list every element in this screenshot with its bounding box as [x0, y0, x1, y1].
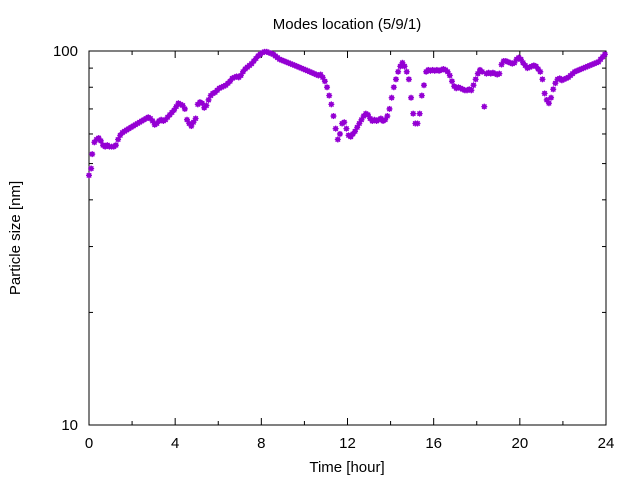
- data-point: [448, 78, 455, 85]
- data-point: [392, 76, 399, 83]
- x-tick-label: 4: [171, 435, 179, 452]
- data-point: [470, 82, 477, 89]
- data-point: [601, 51, 608, 58]
- data-point: [203, 102, 210, 109]
- data-point: [86, 172, 92, 179]
- chart-title: Modes location (5/9/1): [273, 16, 421, 33]
- data-point: [149, 117, 156, 124]
- data-point: [539, 76, 546, 83]
- data-point: [550, 86, 557, 93]
- data-point: [468, 87, 475, 94]
- data-point: [192, 115, 199, 122]
- y-tick-label: 100: [53, 43, 78, 60]
- data-point: [319, 74, 326, 81]
- x-tick-label: 0: [85, 435, 93, 452]
- data-point: [88, 165, 95, 172]
- data-point: [545, 100, 552, 107]
- data-point: [388, 94, 395, 101]
- data-point: [199, 100, 206, 107]
- data-point: [330, 113, 337, 120]
- data-point: [328, 101, 335, 108]
- data-point: [89, 151, 96, 158]
- data-point: [352, 128, 359, 135]
- data-point: [401, 63, 408, 70]
- data-point: [408, 94, 415, 101]
- x-tick-label: 24: [598, 435, 615, 452]
- data-point: [414, 120, 421, 127]
- data-point: [481, 103, 488, 110]
- x-tick-label: 8: [257, 435, 265, 452]
- y-axis-label: Particle size [nm]: [7, 181, 24, 295]
- data-point: [410, 110, 417, 117]
- x-tick-label: 20: [511, 435, 528, 452]
- data-point: [548, 94, 555, 101]
- y-tick-label: 10: [61, 417, 78, 434]
- x-tick-label: 16: [425, 435, 442, 452]
- data-point: [541, 90, 548, 97]
- axis-tick-labels: 0 4 8 12 16 20 24 10 100: [53, 43, 614, 452]
- data-point: [112, 142, 119, 149]
- data-point: [117, 132, 124, 139]
- data-point: [324, 84, 331, 91]
- data-point: [496, 70, 503, 77]
- data-point: [384, 113, 391, 120]
- data-point: [332, 125, 339, 132]
- data-point: [418, 92, 425, 99]
- data-point: [334, 136, 341, 143]
- data-point: [420, 82, 427, 89]
- data-point: [326, 92, 333, 99]
- data-point: [205, 96, 212, 103]
- data-point: [97, 137, 104, 144]
- data-point: [336, 130, 343, 137]
- data-point: [341, 119, 348, 126]
- data-point: [446, 72, 453, 79]
- data-point: [405, 76, 412, 83]
- data-point: [386, 105, 393, 112]
- data-point: [343, 125, 350, 132]
- data-point: [472, 76, 479, 83]
- data-point: [395, 68, 402, 75]
- data-point: [511, 59, 518, 66]
- data-point: [115, 136, 122, 143]
- x-tick-label: 12: [339, 435, 356, 452]
- data-point: [354, 124, 361, 131]
- data-point: [416, 110, 423, 117]
- plot-frame: [88, 50, 607, 426]
- x-axis-label: Time [hour]: [309, 459, 384, 476]
- data-point: [321, 78, 328, 85]
- data-point: [227, 78, 234, 85]
- axis-ticks: [88, 50, 607, 426]
- data-point: [390, 84, 397, 91]
- data-point: [537, 68, 544, 75]
- data-point: [403, 68, 410, 75]
- data-points: [86, 48, 608, 179]
- data-point: [181, 105, 188, 112]
